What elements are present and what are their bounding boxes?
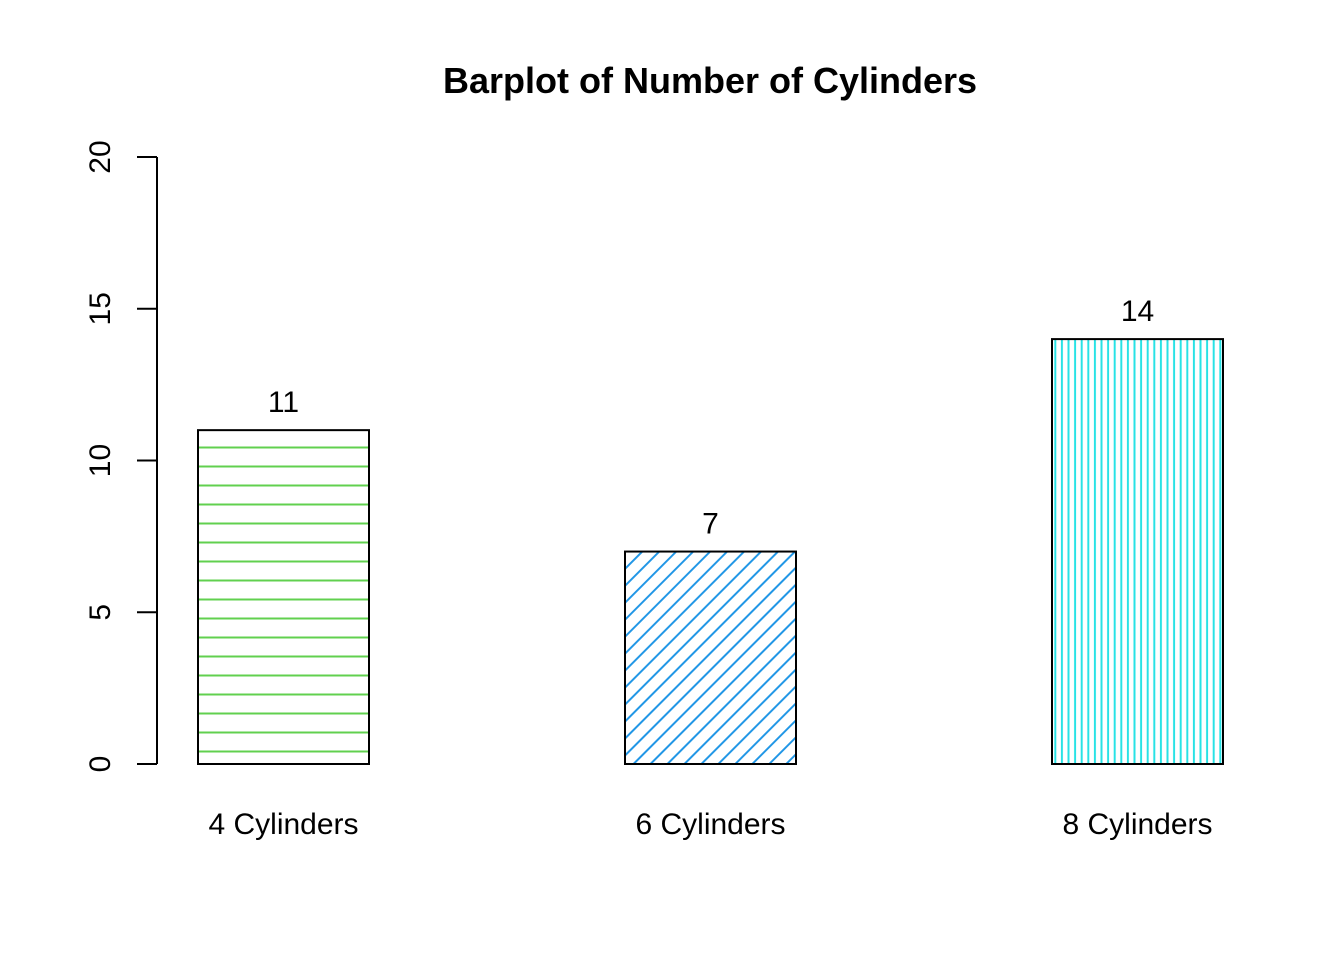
bar <box>197 429 370 765</box>
bar <box>1051 338 1224 765</box>
bar-value-label: 7 <box>702 508 719 541</box>
x-axis-labels: 4 Cylinders 6 Cylinders 8 Cylinders <box>208 808 1212 841</box>
y-tick-label: 20 <box>84 140 117 173</box>
y-tick-label: 10 <box>84 444 117 477</box>
x-category-label: 8 Cylinders <box>1062 808 1212 841</box>
bar-fill <box>625 551 796 764</box>
bar-value-label: 11 <box>268 386 299 419</box>
data-labels: 11 7 14 <box>268 295 1154 540</box>
bar <box>624 550 797 765</box>
bar-fill <box>198 430 369 764</box>
y-tick-label: 5 <box>84 604 117 621</box>
bars <box>197 338 1224 765</box>
x-category-label: 6 Cylinders <box>635 808 785 841</box>
y-tick-label: 0 <box>84 756 117 773</box>
y-axis: 0 5 10 15 20 <box>84 140 158 773</box>
y-tick-label: 15 <box>84 292 117 325</box>
chart-title: Barplot of Number of Cylinders <box>443 60 977 101</box>
bar-fill <box>1052 339 1223 764</box>
bar-value-label: 14 <box>1121 295 1154 328</box>
x-category-label: 4 Cylinders <box>208 808 358 841</box>
